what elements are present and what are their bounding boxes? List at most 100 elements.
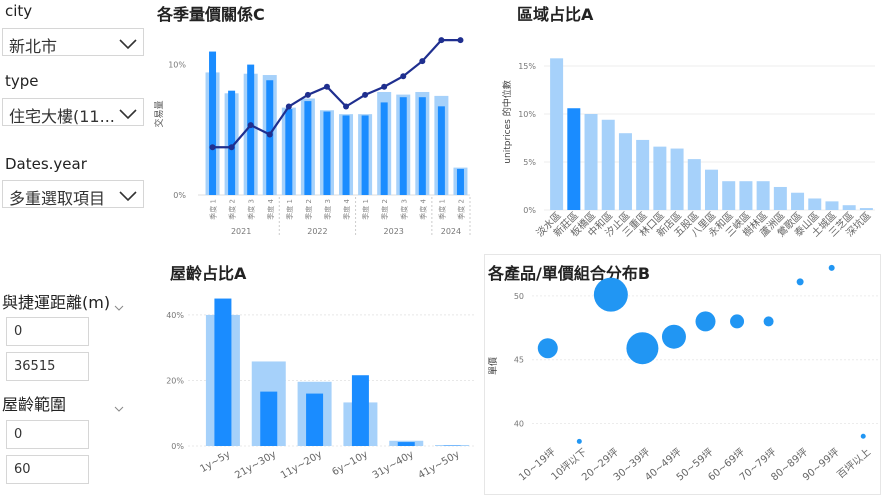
- quarter-tick-label: 季度 4: [418, 198, 427, 219]
- bar-dark: [247, 64, 255, 195]
- district-bar: [653, 146, 667, 210]
- quarter-tick-label: 季度 2: [456, 199, 465, 220]
- bar-dark: [437, 106, 445, 195]
- dates-slicer-title: Dates.year: [5, 155, 87, 173]
- bar-dark: [361, 115, 369, 195]
- age-max-input[interactable]: 60: [6, 455, 89, 484]
- district-share-chart[interactable]: unitprices 的中位數15%10%5%0%淡水區新莊區板橋區中和區汐止區…: [490, 22, 881, 252]
- dates-dropdown-value: 多重選取項目: [9, 189, 106, 208]
- bar-dark: [266, 80, 274, 195]
- bar-dark: [285, 108, 293, 195]
- price-point: [343, 103, 350, 110]
- age-tick-label: 21y~30y: [233, 449, 278, 481]
- price-point: [304, 91, 311, 98]
- district-bar: [842, 205, 856, 210]
- price-point: [419, 58, 426, 65]
- bar-dark: [380, 102, 388, 195]
- year-tick-label: 2023: [384, 227, 404, 236]
- type-dropdown-value: 住宅大樓(11...: [9, 107, 115, 126]
- district-bar: [636, 139, 650, 210]
- y-axis-label: unitprices 的中位數: [501, 80, 513, 163]
- quarter-tick-label: 季度 2: [380, 199, 389, 220]
- quarter-tick-label: 季度 3: [323, 199, 332, 220]
- chevron-down-icon[interactable]: [114, 305, 124, 312]
- product-bubble: [763, 316, 774, 327]
- price-point: [400, 73, 407, 80]
- y-tick-label: 10%: [518, 110, 536, 119]
- age-tick-label: 6y~10y: [330, 449, 370, 478]
- y-tick-label: 40: [514, 419, 524, 428]
- y-tick-label: 0%: [523, 206, 536, 215]
- year-tick-label: 2021: [231, 227, 251, 236]
- product-bubble: [828, 264, 835, 271]
- city-slicer-title: city: [5, 2, 33, 20]
- y-tick-label: 20%: [166, 376, 184, 385]
- distance-min-input[interactable]: 0: [6, 317, 89, 346]
- bar-dark: [323, 111, 331, 195]
- age-min-input[interactable]: 0: [6, 420, 89, 449]
- quarter-tick-label: 季度 1: [285, 199, 294, 220]
- district-bar: [808, 198, 822, 210]
- product-price-scatter-chart[interactable]: 單價50454010~19坪10坪以下20~29坪30~39坪40~49坪50~…: [484, 254, 881, 495]
- price-point: [209, 144, 216, 151]
- distance-max-value: 36515: [14, 359, 56, 374]
- age-bar-light: [435, 445, 470, 446]
- district-bar: [825, 201, 839, 210]
- age-tick-label: 41y~50y: [417, 449, 462, 481]
- city-dropdown-value: 新北市: [9, 37, 58, 56]
- district-bar: [584, 114, 598, 210]
- product-bubble: [537, 338, 558, 359]
- district-bar: [773, 186, 787, 210]
- y-tick-label: 50: [514, 292, 524, 301]
- price-point: [323, 83, 330, 90]
- quarterly-chart-title: 各季量價關係C: [157, 5, 265, 24]
- distance-min-value: 0: [14, 324, 23, 339]
- age-bar-dark: [214, 298, 232, 446]
- distance-max-input[interactable]: 36515: [6, 352, 89, 381]
- district-bar: [670, 148, 684, 210]
- city-dropdown[interactable]: 新北市: [2, 28, 144, 56]
- year-tick-label: 2024: [441, 227, 461, 236]
- bar-dark: [209, 51, 217, 195]
- bar-dark: [418, 97, 426, 195]
- district-bar: [550, 58, 564, 210]
- price-line: [212, 39, 461, 149]
- dates-dropdown[interactable]: 多重選取項目: [2, 180, 144, 208]
- type-slicer-title: type: [5, 72, 39, 90]
- product-bubble: [860, 433, 866, 439]
- bar-dark: [228, 90, 236, 195]
- y-axis-label: 單價: [488, 357, 499, 375]
- y-tick-label: 45: [514, 356, 524, 365]
- product-bubble: [593, 277, 628, 312]
- price-point: [228, 144, 235, 151]
- quarter-tick-label: 季度 2: [304, 199, 313, 220]
- quarter-tick-label: 季度 1: [437, 199, 446, 220]
- y-axis-label: 交易量: [153, 100, 165, 127]
- age-bar-dark: [397, 442, 415, 446]
- y-tick-label: 15%: [518, 62, 536, 71]
- age-bar-dark: [306, 393, 324, 446]
- type-dropdown[interactable]: 住宅大樓(11...: [2, 98, 144, 126]
- bar-dark: [304, 101, 312, 195]
- y-tick-label: 10%: [168, 61, 186, 70]
- price-point: [247, 122, 254, 129]
- age-bar-dark: [260, 391, 278, 446]
- price-point: [362, 91, 369, 98]
- product-bubble: [661, 324, 686, 349]
- price-point: [266, 131, 273, 138]
- chevron-down-icon[interactable]: [114, 406, 124, 413]
- quarter-tick-label: 季度 3: [247, 199, 256, 220]
- house-age-share-chart[interactable]: 40% 20% 0% 1y~5y 21y~30y 11y~20y 6y~10y 31y~40y…: [160, 282, 480, 495]
- price-point: [457, 37, 464, 44]
- district-bar: [705, 169, 718, 210]
- age-tick-label: 1y~5y: [198, 449, 232, 475]
- chevron-down-icon: [119, 39, 137, 50]
- age-bar-dark: [351, 375, 369, 446]
- chevron-down-icon: [119, 191, 137, 202]
- age-min-value: 0: [14, 427, 23, 442]
- district-bar: [722, 181, 736, 210]
- y-tick-label: 5%: [523, 158, 536, 167]
- district-bar: [756, 181, 770, 210]
- year-tick-label: 2022: [307, 227, 327, 236]
